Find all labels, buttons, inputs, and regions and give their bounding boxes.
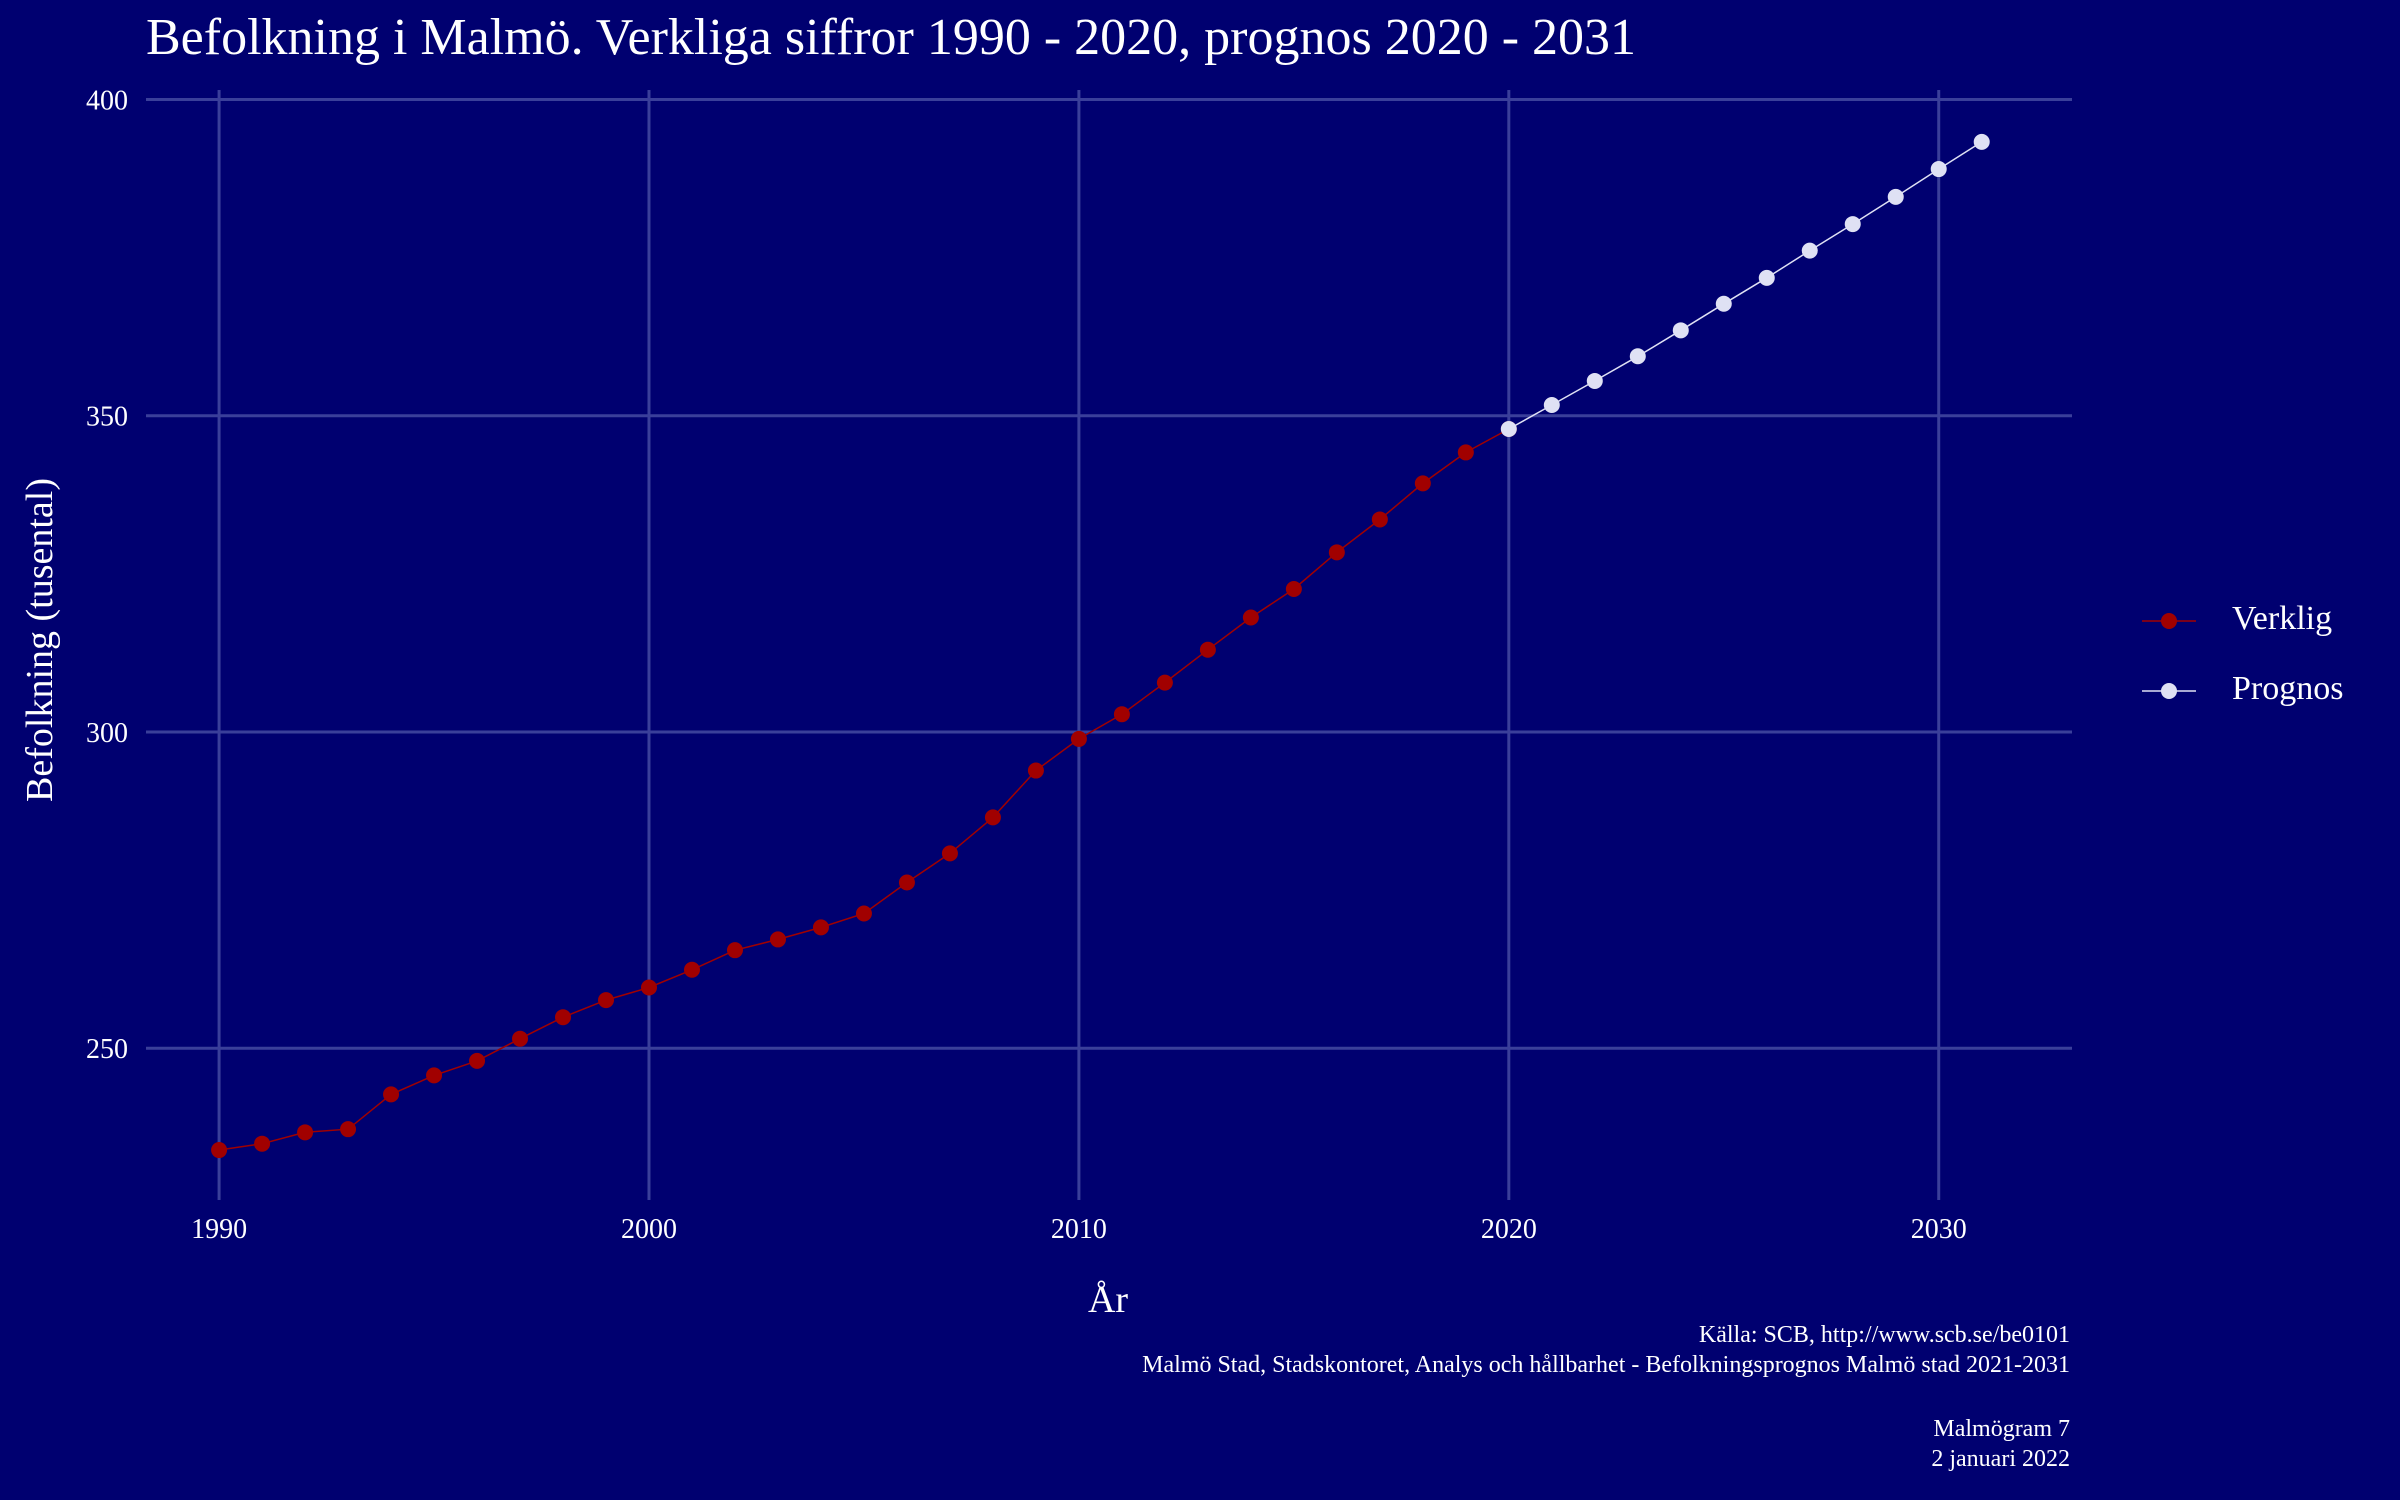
data-point-verklig	[340, 1121, 357, 1138]
legend-key-verklig	[2142, 613, 2196, 629]
data-point-verklig	[512, 1030, 529, 1047]
legend-label-prognos: Prognos	[2232, 670, 2344, 707]
data-point-verklig	[598, 992, 615, 1009]
data-point-verklig	[383, 1086, 400, 1103]
data-point-verklig	[211, 1142, 228, 1159]
data-point-verklig	[941, 845, 958, 862]
data-point-verklig	[555, 1009, 572, 1026]
data-point-verklig	[254, 1135, 271, 1152]
data-point-verklig	[855, 905, 872, 922]
data-point-prognos	[1629, 348, 1646, 365]
y-tick-label: 300	[86, 718, 128, 749]
data-point-verklig	[683, 961, 700, 978]
data-point-verklig	[1113, 706, 1130, 723]
data-point-verklig	[898, 874, 915, 891]
data-point-prognos	[1543, 396, 1560, 413]
y-tick-label: 250	[86, 1034, 128, 1065]
data-point-prognos	[1844, 216, 1861, 233]
legend-label-verklig: Verklig	[2232, 600, 2333, 637]
data-point-prognos	[1758, 269, 1775, 286]
series-line-verklig	[218, 428, 1510, 1151]
data-point-verklig	[1199, 641, 1216, 658]
x-tick-label: 2000	[621, 1214, 677, 1245]
data-point-prognos	[1801, 242, 1818, 259]
data-point-prognos	[1973, 133, 1990, 150]
data-point-verklig	[984, 809, 1001, 826]
grid-lines	[146, 90, 2072, 1200]
data-point-verklig	[1457, 444, 1474, 461]
y-tick-label: 350	[86, 402, 128, 433]
data-point-verklig	[1371, 511, 1388, 528]
y-tick-labels: 250 300 350 400	[86, 85, 128, 1065]
data-point-verklig	[1328, 544, 1345, 561]
x-tick-label: 2010	[1051, 1214, 1107, 1245]
x-tick-label: 2030	[1911, 1214, 1967, 1245]
data-point-verklig	[812, 919, 829, 936]
y-axis-label: Befolkning (tusental)	[19, 478, 61, 802]
caption-publisher: Malmö Stad, Stadskontoret, Analys och hå…	[1142, 1352, 2070, 1378]
x-tick-label: 2020	[1481, 1214, 1537, 1245]
x-axis-label: År	[1088, 1279, 1128, 1321]
data-point-verklig	[426, 1067, 443, 1084]
data-point-prognos	[1887, 188, 1904, 205]
data-point-verklig	[640, 979, 657, 996]
y-tick-label: 400	[86, 85, 128, 116]
data-point-prognos	[1586, 372, 1603, 389]
chart-title: Befolkning i Malmö. Verkliga siffror 199…	[146, 9, 1637, 66]
data-point-verklig	[1027, 762, 1044, 779]
data-point-verklig	[1070, 730, 1087, 747]
data-point-verklig	[726, 942, 743, 959]
caption-source: Källa: SCB, http://www.scb.se/be0101	[1698, 1322, 2070, 1348]
data-point-verklig	[1156, 674, 1173, 691]
data-point-prognos	[1672, 322, 1689, 339]
x-tick-label: 1990	[191, 1214, 247, 1245]
data-point-verklig	[1414, 475, 1431, 492]
data-point-verklig	[769, 931, 786, 948]
data-point-prognos	[1715, 295, 1732, 312]
series-layer	[211, 133, 1990, 1159]
data-point-prognos	[1500, 421, 1517, 438]
series-line-prognos	[1508, 141, 1983, 430]
data-point-verklig	[297, 1124, 314, 1141]
legend-key-prognos	[2142, 683, 2196, 699]
caption-series: Malmögram 7	[1933, 1416, 2070, 1442]
caption-date: 2 januari 2022	[1931, 1446, 2070, 1472]
data-point-verklig	[469, 1052, 486, 1069]
data-point-verklig	[1242, 609, 1259, 626]
x-tick-labels: 1990 2000 2010 2020 2030	[191, 1214, 1967, 1245]
data-point-verklig	[1285, 581, 1302, 598]
data-point-prognos	[1930, 161, 1947, 178]
